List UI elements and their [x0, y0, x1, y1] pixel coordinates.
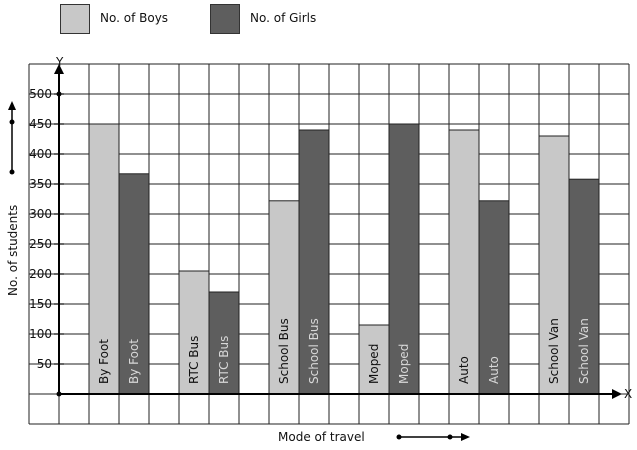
bar-boys-2 — [268, 200, 300, 395]
bar-label-girls-3: Moped — [397, 344, 411, 384]
y-tick-label: 300 — [29, 207, 52, 221]
bar-label-boys-4: Auto — [457, 356, 471, 384]
y-axis-arrowhead — [54, 64, 64, 74]
bar-boys-5 — [538, 135, 570, 395]
direction-arrows — [8, 101, 470, 441]
y-tick-label: 100 — [29, 327, 52, 341]
legend-swatch-boys — [60, 4, 90, 34]
y-tick-label: 150 — [29, 297, 52, 311]
bar-boys-3 — [358, 324, 390, 395]
legend-swatch-girls — [210, 4, 240, 34]
y-tick-label: 200 — [29, 267, 52, 281]
bar-girls-0 — [118, 173, 150, 395]
legend-label-girls: No. of Girls — [250, 11, 317, 25]
bar-girls-4 — [478, 200, 510, 395]
y-tick-label: 400 — [29, 147, 52, 161]
bar-label-girls-5: School Van — [577, 318, 591, 384]
ylabel-arrow-dot — [9, 119, 15, 125]
y-tick-label: 250 — [29, 237, 52, 251]
y-tick-label: 500 — [29, 87, 52, 101]
ylabel-arrowhead — [8, 101, 16, 110]
bar-label-girls-0: By Foot — [127, 339, 141, 384]
y-tick-label: 350 — [29, 177, 52, 191]
bar-label-boys-2: School Bus — [277, 318, 291, 384]
bar-label-boys-3: Moped — [367, 344, 381, 384]
bar-label-boys-1: RTC Bus — [187, 336, 201, 384]
origin-dot — [56, 391, 62, 397]
ylabel-arrow-dot — [9, 169, 15, 175]
y-tick-label: 50 — [37, 357, 52, 371]
bar-girls-3 — [388, 123, 420, 395]
bar-label-boys-0: By Foot — [97, 339, 111, 384]
x-axis-letter: X — [624, 387, 632, 401]
y-axis-letter: Y — [55, 55, 64, 69]
x-axis-arrowhead — [612, 389, 622, 399]
bar-girls-1 — [208, 291, 240, 395]
bar-label-girls-2: School Bus — [307, 318, 321, 384]
y-axis-title: No. of students — [6, 205, 20, 296]
bars: By Foot By Foot RTC Bus RTC Bus School Bus Sc… — [88, 123, 600, 395]
legend-label-boys: No. of Boys — [100, 11, 169, 25]
bar-label-boys-5: School Van — [547, 318, 561, 384]
bar-label-girls-4: Auto — [487, 356, 501, 384]
y-ticks: 50 100 150 200 250 300 350 400 450 500 — [29, 87, 64, 371]
bar-girls-2 — [298, 129, 330, 395]
x-axis-title: Mode of travel — [278, 430, 365, 444]
bar-boys-4 — [448, 129, 480, 395]
xlabel-arrow-dot — [447, 434, 453, 440]
bar-label-girls-1: RTC Bus — [217, 336, 231, 384]
xlabel-arrow-dot — [396, 434, 402, 440]
y-tick-label: 450 — [29, 117, 52, 131]
xlabel-arrowhead — [461, 433, 470, 441]
